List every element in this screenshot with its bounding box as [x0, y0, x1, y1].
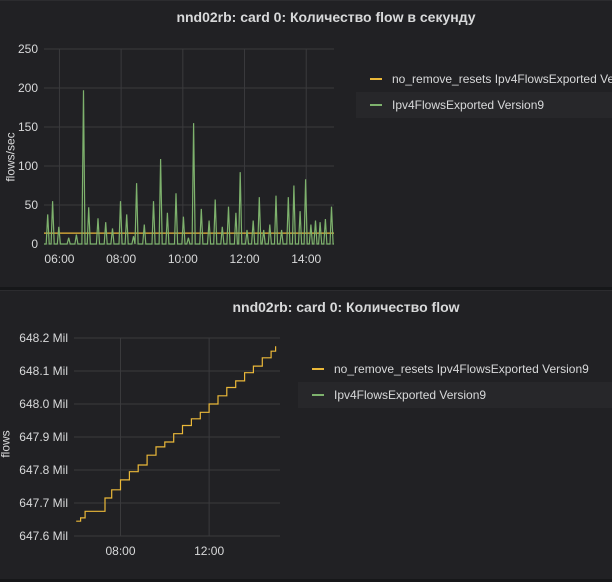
y-tick-label: 647.9 Mil: [19, 430, 68, 444]
legend-label: Ipv4FlowsExported Version9: [392, 98, 545, 112]
y-tick-label: 50: [25, 198, 39, 212]
x-tick-label: 06:00: [44, 252, 74, 266]
x-tick-label: 08:00: [106, 252, 136, 266]
y-tick-label: 250: [18, 42, 38, 56]
flows-per-sec-chart[interactable]: 0 50 100 150 200 250 06:00 08:00 10:00 12:00 14:00: [0, 34, 340, 274]
chart-legend: no_remove_resets Ipv4FlowsExported Versi…: [298, 356, 612, 408]
y-tick-label: 100: [18, 159, 38, 173]
legend-item[interactable]: Ipv4FlowsExported Version9: [298, 382, 612, 408]
x-tick-label: 08:00: [106, 544, 136, 558]
x-tick-label: 12:00: [230, 252, 260, 266]
y-tick-label: 648.1 Mil: [19, 364, 68, 378]
y-axis-title: flows/sec: [3, 132, 18, 182]
y-tick-label: 647.7 Mil: [19, 496, 68, 510]
legend-swatch: [370, 104, 382, 106]
y-tick-label: 0: [31, 237, 38, 251]
legend-item[interactable]: no_remove_resets Ipv4FlowsExported Versi…: [298, 356, 612, 382]
y-tick-label: 647.8 Mil: [19, 463, 68, 477]
panel-title[interactable]: nnd02rb: card 0: Количество flow в секун…: [176, 9, 476, 25]
x-tick-label: 12:00: [194, 544, 224, 558]
legend-label: no_remove_resets Ipv4FlowsExported Versi…: [392, 72, 612, 86]
legend-label: Ipv4FlowsExported Version9: [334, 388, 487, 402]
legend-item[interactable]: no_remove_resets Ipv4FlowsExported Versi…: [356, 66, 612, 92]
series-line: [76, 346, 277, 522]
y-tick-label: 200: [18, 81, 38, 95]
chart-legend: no_remove_resets Ipv4FlowsExported Versi…: [356, 66, 612, 118]
series-line: [44, 90, 334, 245]
flows-total-chart[interactable]: 647.6 Mil 647.7 Mil 647.8 Mil 647.9 Mil 648.…: [0, 326, 285, 566]
x-tick-label: 10:00: [168, 252, 198, 266]
y-tick-label: 648.0 Mil: [19, 397, 68, 411]
x-tick-label: 14:00: [291, 252, 321, 266]
y-axis-title: flows: [0, 430, 13, 458]
legend-swatch: [370, 78, 382, 80]
legend-swatch: [312, 394, 324, 396]
legend-item[interactable]: Ipv4FlowsExported Version9: [356, 92, 612, 118]
y-tick-label: 647.6 Mil: [19, 529, 68, 543]
y-tick-label: 150: [18, 120, 38, 134]
panel-title[interactable]: nnd02rb: card 0: Количество flow: [232, 299, 460, 315]
legend-swatch: [312, 368, 324, 370]
legend-label: no_remove_resets Ipv4FlowsExported Versi…: [334, 362, 589, 376]
y-tick-label: 648.2 Mil: [19, 331, 68, 345]
